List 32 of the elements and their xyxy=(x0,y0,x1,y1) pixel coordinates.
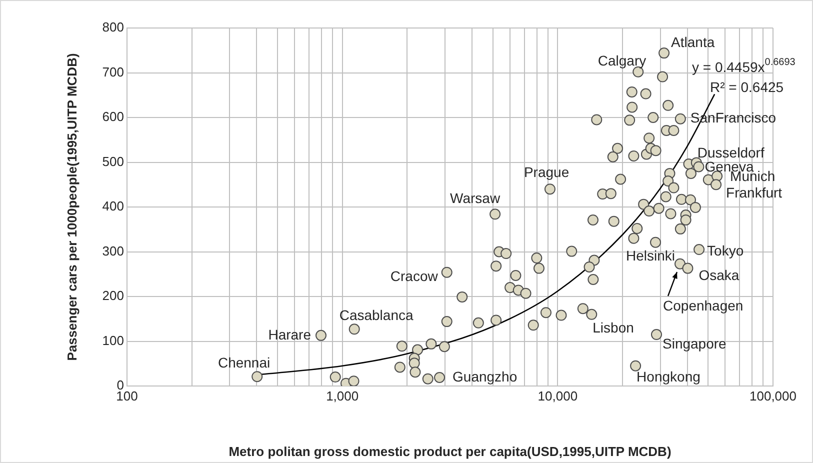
y-tick-label: 300 xyxy=(102,243,124,258)
x-tick-label: 100,000 xyxy=(750,388,796,404)
annotation: Calgary xyxy=(598,52,646,69)
x-tick-label: 1,000 xyxy=(326,388,359,404)
annotation: Guangzho xyxy=(452,368,518,384)
annotation: Casablanca xyxy=(339,307,414,324)
annotation: Osaka xyxy=(698,267,740,284)
y-tick-label: 200 xyxy=(102,288,124,304)
x-axis-title: Metro politan gross domestic product per capita(USD,1995,UITP MCDB) xyxy=(228,444,672,459)
annotation: Hongkong xyxy=(636,368,700,385)
annotation: Helsinki xyxy=(626,248,676,264)
annotation: Warsaw xyxy=(450,190,501,206)
annotation: Dusseldorf xyxy=(697,144,764,161)
annotation: Chennai xyxy=(218,354,270,370)
y-tick-label: 500 xyxy=(102,154,124,169)
annotation: R² = 0.6425 xyxy=(710,78,784,95)
annotation: Prague xyxy=(524,164,570,180)
y-tick-label: 600 xyxy=(102,109,124,124)
annotation: Harare xyxy=(268,326,312,342)
annotation: Singapore xyxy=(662,335,727,352)
x-tick-label: 10,000 xyxy=(538,388,578,404)
y-tick-label: 100 xyxy=(102,332,124,348)
annotation: Lisbon xyxy=(592,319,634,336)
annotation: Copenhagen xyxy=(663,298,744,314)
annotation: Atlanta xyxy=(671,34,715,50)
y-tick-label: 400 xyxy=(102,198,124,214)
annotation: Tokyo xyxy=(707,242,744,258)
y-tick-label: 700 xyxy=(102,64,124,80)
annotation: Frankfurt xyxy=(726,184,782,200)
annotation: Cracow xyxy=(390,268,439,284)
y-tick-label: 800 xyxy=(102,20,124,35)
y-axis-title: Passenger cars per 1000people(1995,UITP MCDB) xyxy=(64,53,80,361)
